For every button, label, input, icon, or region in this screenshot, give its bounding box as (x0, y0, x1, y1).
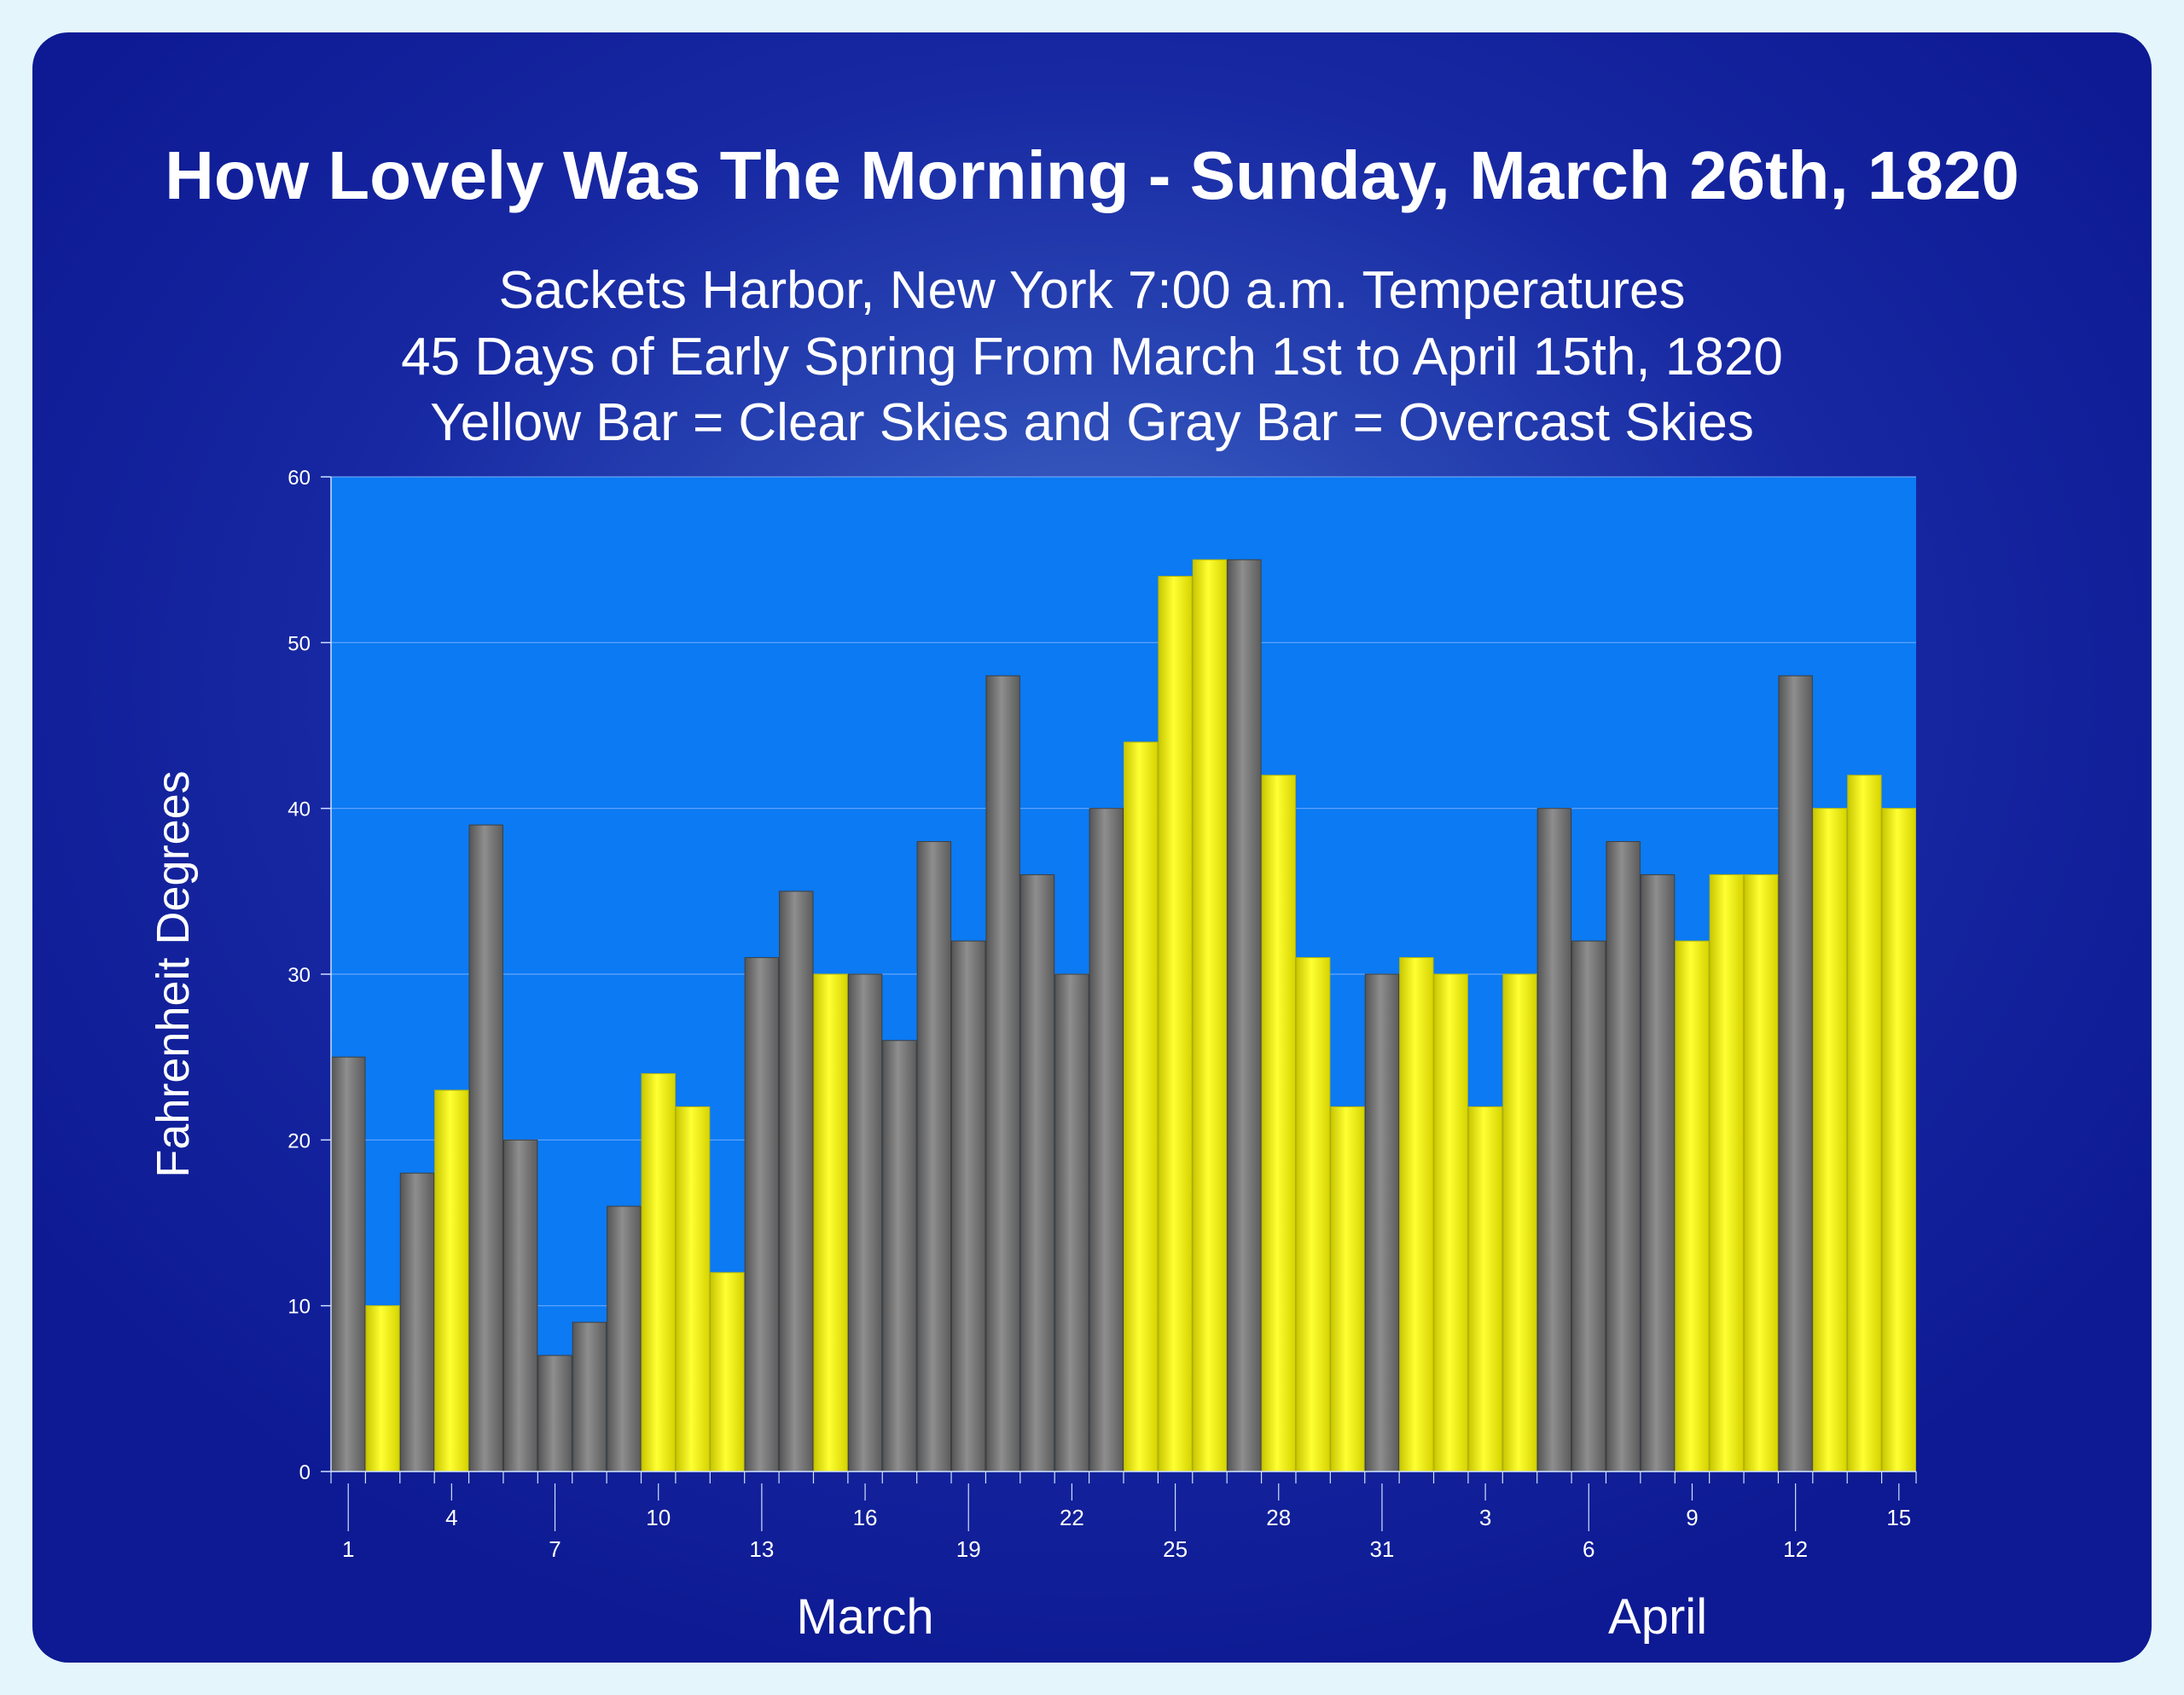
x-tick-label: 6 (1583, 1536, 1594, 1562)
month-labels: March April (796, 1589, 1707, 1645)
clear-sky-bar (1192, 559, 1228, 1472)
x-tick-label: 3 (1479, 1505, 1491, 1530)
subtitle-line-1: Sackets Harbor, New York 7:00 a.m. Tempe… (498, 261, 1686, 320)
x-axis-ticks: 1 4 7 10 13 16 19 22 25 28 31 3 6 9 12 15 (342, 1483, 1911, 1562)
overcast-bar (985, 675, 1020, 1472)
month-label: April (1608, 1589, 1707, 1645)
overcast-bar (537, 1355, 572, 1472)
overcast-bar (779, 891, 814, 1472)
overcast-bar (1640, 874, 1676, 1472)
y-tick-label: 10 (288, 1296, 311, 1319)
clear-sky-bar (1399, 957, 1434, 1472)
overcast-bar (1019, 874, 1055, 1472)
overcast-bar (502, 1139, 538, 1472)
clear-sky-bar (1261, 775, 1296, 1472)
overcast-bar (1054, 973, 1089, 1472)
overcast-bar (1571, 940, 1606, 1472)
overcast-bar (847, 973, 883, 1472)
x-tick-label: 13 (749, 1536, 774, 1562)
clear-sky-bar (434, 1089, 469, 1472)
overcast-bar (744, 957, 780, 1472)
overcast-bar (1536, 808, 1572, 1472)
overcast-bar (1089, 808, 1124, 1472)
clear-sky-bar (1881, 808, 1916, 1472)
clear-sky-bar (1502, 973, 1537, 1472)
x-tick-label: 28 (1266, 1505, 1291, 1530)
overcast-bar (572, 1321, 607, 1472)
clear-sky-bar (1158, 576, 1193, 1472)
clear-sky-bar (1744, 874, 1779, 1472)
x-tick-label: 15 (1886, 1505, 1911, 1530)
overcast-bar (1606, 841, 1641, 1472)
x-tick-label: 19 (956, 1536, 981, 1562)
clear-sky-bar (710, 1272, 745, 1472)
clear-sky-bar (1467, 1106, 1503, 1472)
x-tick-label: 12 (1783, 1536, 1808, 1562)
clear-sky-bar (1675, 940, 1710, 1472)
overcast-bar (468, 824, 503, 1472)
overcast-bar (331, 1056, 366, 1472)
overcast-bar (399, 1172, 435, 1472)
clear-sky-bar (1709, 874, 1745, 1472)
clear-sky-bar (641, 1073, 676, 1472)
clear-sky-bar (365, 1305, 400, 1472)
y-tick-label: 0 (299, 1461, 311, 1484)
clear-sky-bar (675, 1106, 711, 1472)
x-tick-label: 9 (1686, 1505, 1698, 1530)
x-tick-label: 7 (549, 1536, 561, 1562)
y-axis-ticks: 0 10 20 30 40 50 60 (288, 467, 331, 1484)
x-tick-label: 4 (445, 1505, 457, 1530)
clear-sky-bar (1812, 808, 1848, 1472)
subtitle-line-2: 45 Days of Early Spring From March 1st t… (401, 328, 1783, 386)
overcast-bar (882, 1040, 917, 1472)
clear-sky-bar (813, 973, 848, 1472)
x-tick-label: 1 (342, 1536, 354, 1562)
clear-sky-bar (1124, 741, 1159, 1472)
overcast-bar (951, 940, 986, 1472)
clear-sky-bar (1295, 957, 1331, 1472)
overcast-bar (1227, 559, 1262, 1472)
x-tick-label: 10 (646, 1505, 671, 1530)
overcast-bar (607, 1205, 642, 1472)
y-tick-label: 30 (288, 964, 311, 987)
clear-sky-bar (1330, 1106, 1365, 1472)
y-tick-label: 50 (288, 632, 311, 655)
y-axis-label: Fahrenheit Degrees (148, 770, 199, 1177)
x-tick-label: 25 (1163, 1536, 1188, 1562)
x-tick-label: 31 (1369, 1536, 1394, 1562)
bar-chart: 0 10 20 30 40 50 60 1 4 7 10 13 16 19 22 25 28 31 3 6 9 12 15… (148, 467, 1917, 1645)
chart-card: How Lovely Was The Morning - Sunday, Mar… (32, 32, 2152, 1663)
x-tick-label: 16 (853, 1505, 878, 1530)
overcast-bar (916, 841, 952, 1472)
y-tick-label: 60 (288, 467, 311, 490)
clear-sky-bar (1433, 973, 1468, 1472)
month-label: March (796, 1589, 933, 1645)
subtitle-line-3: Yellow Bar = Clear Skies and Gray Bar = … (430, 393, 1754, 452)
y-tick-label: 40 (288, 798, 311, 821)
chart-title: How Lovely Was The Morning - Sunday, Mar… (165, 137, 2019, 213)
overcast-bar (1778, 675, 1813, 1472)
x-tick-label: 22 (1060, 1505, 1084, 1530)
overcast-bar (1364, 973, 1400, 1472)
y-tick-label: 20 (288, 1129, 311, 1152)
clear-sky-bar (1847, 775, 1882, 1472)
